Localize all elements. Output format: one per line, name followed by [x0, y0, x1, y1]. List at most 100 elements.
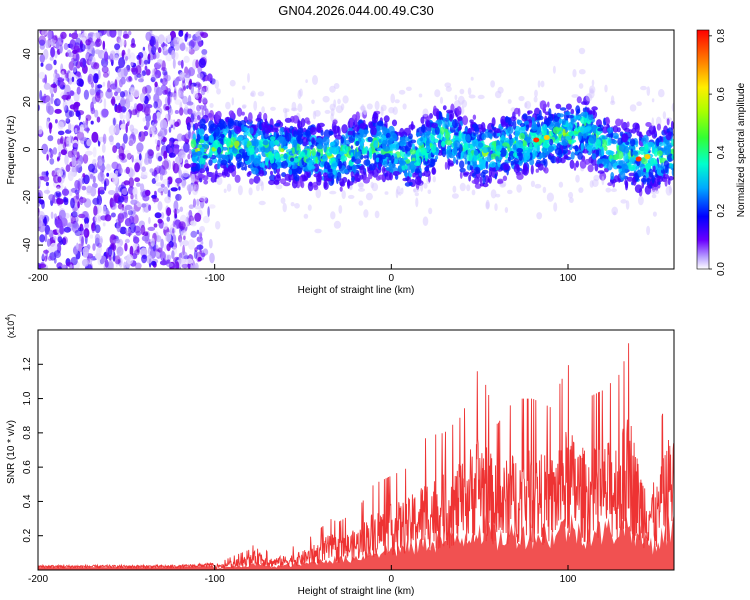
spectrogram-cell — [197, 144, 202, 148]
spectrogram-cell — [496, 132, 501, 137]
spectrogram-cell — [76, 86, 81, 95]
spectrogram-cell — [558, 118, 563, 124]
spectrogram-cell — [114, 43, 121, 50]
spectrogram-cell — [607, 182, 613, 187]
spectrogram-cell — [374, 100, 380, 111]
spectrogram-cell — [56, 99, 61, 105]
spectrogram-cell — [280, 148, 285, 153]
spectrogram-cell — [332, 119, 338, 125]
spectrogram-cell — [433, 105, 437, 115]
spectrogram-cell — [307, 204, 312, 211]
spectrogram-cell — [658, 89, 665, 98]
spectrogram-cell — [227, 120, 234, 130]
spectrogram-cell — [156, 165, 160, 173]
spectrogram-cell — [79, 79, 84, 87]
spectrogram-cell — [576, 96, 582, 104]
spectrogram-cell — [578, 47, 586, 55]
spectrogram-cell — [149, 168, 154, 173]
spectrogram-cell — [206, 165, 209, 175]
spectrogram-cell — [118, 57, 126, 69]
spectrogram-cell — [337, 154, 341, 159]
spectrogram-cell — [130, 193, 134, 200]
spectrogram-cell — [547, 101, 550, 108]
spectrogram-cell — [55, 219, 63, 228]
spectrogram-cell — [102, 222, 106, 227]
spectrogram-cell — [322, 95, 330, 103]
spectrogram-cell — [53, 250, 62, 259]
spectrogram-cell — [234, 126, 242, 135]
spectrogram-cell — [291, 179, 298, 189]
spectrogram-cell — [361, 147, 368, 155]
spectrogram-cell — [166, 243, 171, 252]
spectrogram-cell — [94, 109, 99, 118]
spectrogram-cell — [606, 127, 615, 133]
spectrogram-cell — [312, 110, 317, 120]
spectrogram-cell — [639, 146, 645, 155]
spectrogram-cell — [187, 108, 193, 115]
spectrogram-cell — [172, 234, 177, 245]
spectrogram-cell — [174, 110, 179, 114]
spectrogram-cell — [71, 57, 75, 63]
spectrogram-cell — [650, 190, 657, 195]
spectrogram-cell — [166, 254, 172, 261]
spectrogram-cell — [70, 197, 75, 209]
spectrogram-cell — [110, 98, 116, 105]
spectrogram-cell — [490, 80, 495, 88]
colorbar-tick-label-1: 0.2 — [716, 203, 727, 217]
spectrogram-cell — [125, 55, 129, 61]
spectrogram-cell — [527, 110, 530, 116]
spectrogram-cell — [414, 176, 422, 185]
spectrogram-cell — [174, 78, 179, 86]
spectrogram-cell — [537, 80, 541, 88]
spectrogram-cell — [163, 150, 168, 160]
spectrogram-cell — [161, 78, 168, 86]
spectrogram-cell — [630, 148, 634, 157]
spectrogram-cell — [463, 143, 467, 150]
spectrogram-cell — [640, 178, 647, 183]
spectrogram-cell — [657, 150, 663, 157]
spectrogram-cell — [536, 121, 541, 128]
spectrogram-cell — [183, 142, 190, 153]
spectrogram-cell — [270, 170, 273, 176]
spectrogram-cell — [74, 179, 80, 189]
spectrogram-cell — [56, 157, 60, 162]
spectrogram-cell — [238, 148, 246, 154]
spectrogram-cell — [104, 51, 109, 62]
spectrogram-cell — [152, 112, 157, 123]
spectrogram-cell — [359, 122, 367, 129]
spectrogram-cell — [120, 76, 126, 85]
spectrogram-hotspot — [543, 135, 550, 141]
spectrogram-cell — [172, 220, 176, 228]
spectrogram-cell — [671, 138, 674, 147]
spectrogram-cell — [260, 181, 264, 192]
spectrogram-cell — [199, 168, 206, 174]
spectrogram-cell — [422, 216, 429, 226]
spectrogram-cell — [38, 177, 41, 187]
spectrogram-cell — [570, 151, 575, 160]
spectrogram-cell — [489, 166, 496, 172]
spectrogram-cell — [163, 46, 168, 51]
spectrogram-cell — [529, 158, 535, 166]
spectrogram-cell — [118, 221, 121, 227]
spectrogram-cell — [171, 49, 176, 60]
spectrogram-cell — [167, 34, 172, 43]
spectrogram-cell — [57, 121, 64, 130]
spectrogram-cell — [113, 117, 116, 126]
spectrogram-cell — [167, 180, 170, 188]
spectrogram-cell — [44, 255, 48, 262]
spectrogram-cell — [227, 165, 234, 174]
spectrogram-cell — [531, 123, 539, 132]
spectrogram-cell — [166, 159, 172, 171]
spectrogram-cell — [412, 188, 420, 193]
spectrogram-cell — [174, 121, 180, 127]
spectrogram-cell — [459, 160, 465, 169]
spectrogram-cell — [358, 188, 365, 192]
spectrogram-hotspot — [533, 137, 540, 143]
spectrogram-cell — [453, 156, 456, 164]
spectrogram-cell — [518, 151, 523, 161]
spectrogram-cell — [171, 250, 175, 260]
spectrogram-cell — [595, 149, 600, 156]
spectrogram-cell — [315, 188, 322, 199]
spectrogram-cell — [118, 195, 125, 203]
